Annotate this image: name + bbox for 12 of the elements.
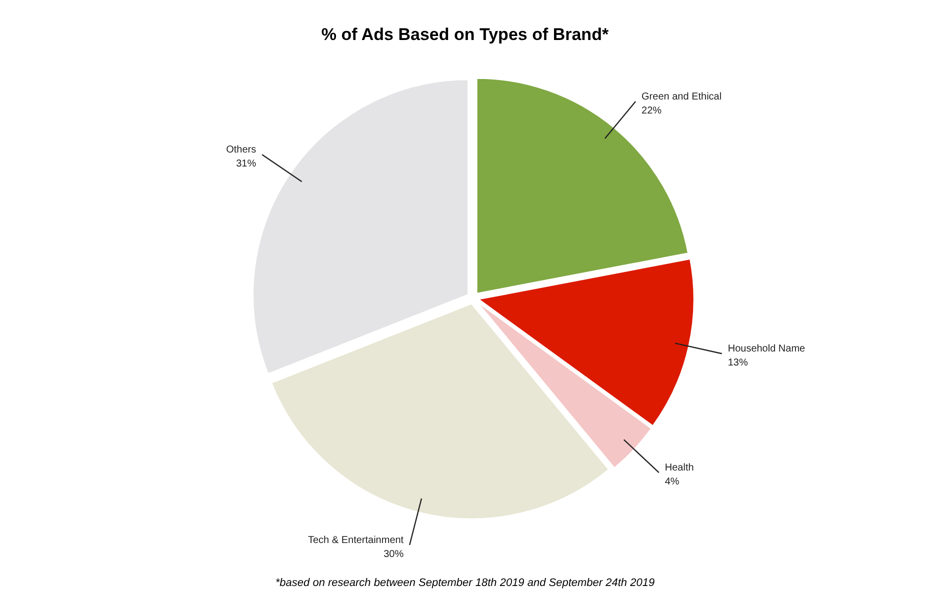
data-label: 13%	[728, 358, 748, 369]
data-label: 22%	[642, 106, 662, 117]
slice-label: Tech & Entertainment	[308, 534, 404, 546]
slice-label: Health	[664, 462, 694, 474]
text: *based on research between September 18th 2019 and September 24th 2019	[275, 577, 655, 589]
slice-label: Household Name	[728, 344, 806, 355]
data-label: 4%	[664, 476, 680, 488]
slice-label: Others	[226, 144, 256, 156]
data-label: 30%	[384, 548, 404, 560]
chart-title: % of Ads Based on Types of Brand*	[321, 25, 609, 44]
slice-label: Green and Ethical	[642, 92, 722, 103]
data-label: 31%	[236, 158, 256, 170]
